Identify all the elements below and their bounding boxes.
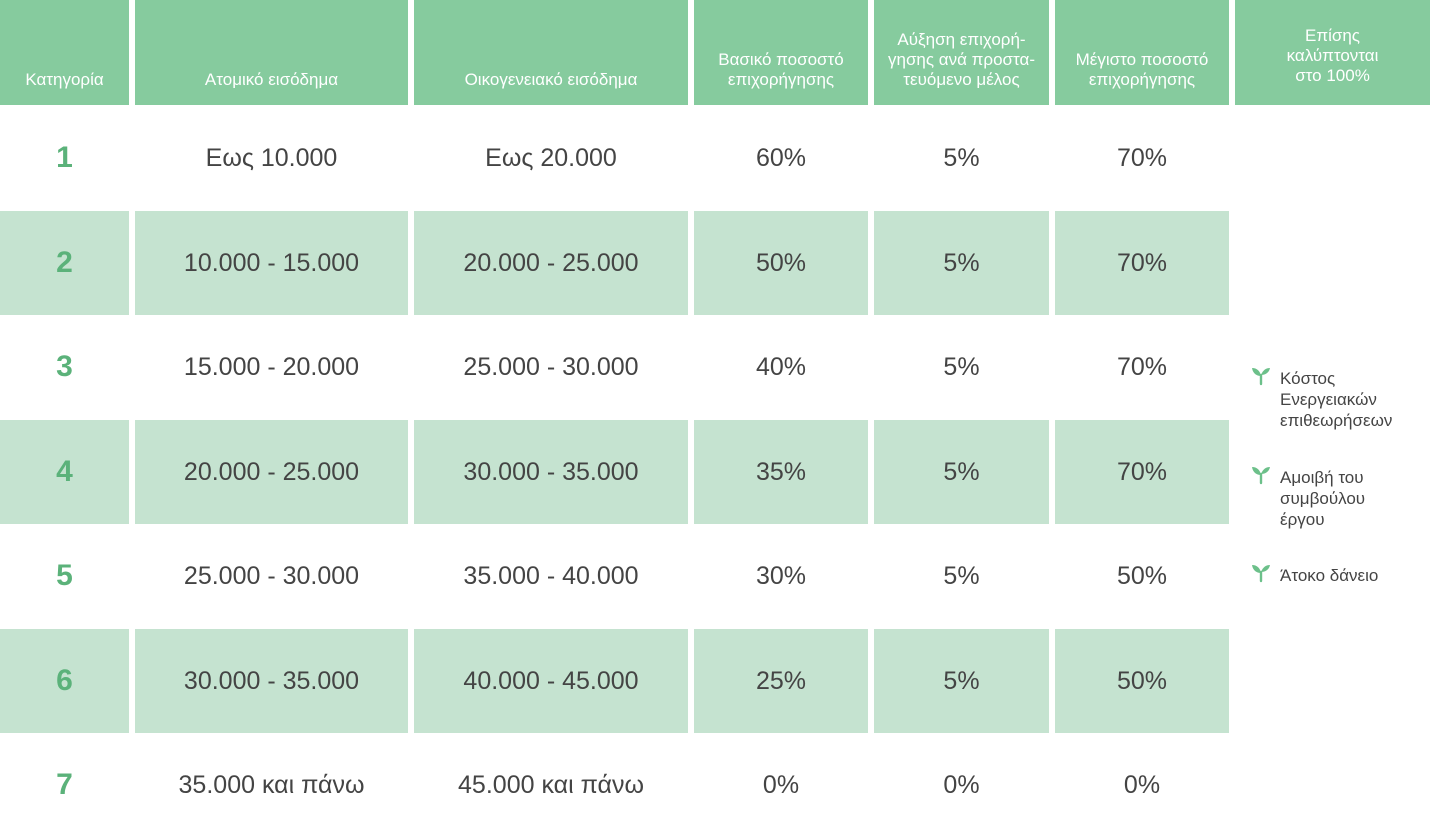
base-rate-cell: 30% <box>694 524 868 628</box>
base-rate-cell: 40% <box>694 315 868 419</box>
family-income-cell: 40.000 - 45.000 <box>414 629 688 733</box>
individual-income-cell: 10.000 - 15.000 <box>135 211 408 315</box>
benefit-label: Άτοκο δάνειο <box>1280 566 1379 585</box>
individual-income-cell: 20.000 - 25.000 <box>135 420 408 524</box>
header-category: Κατηγορία <box>0 0 129 105</box>
max-rate-cell: 0% <box>1055 733 1229 836</box>
category-cell: 3 <box>0 315 129 419</box>
category-cell: 7 <box>0 733 129 836</box>
increase-per-dependent-cell: 5% <box>874 524 1049 628</box>
base-rate-cell: 35% <box>694 420 868 524</box>
family-income-cell: 20.000 - 25.000 <box>414 211 688 315</box>
individual-income-cell: 35.000 και πάνω <box>135 733 408 836</box>
family-income-cell: 25.000 - 30.000 <box>414 315 688 419</box>
benefit-label: Αμοιβή του συμβούλου έργου <box>1280 468 1366 529</box>
sprout-icon <box>1252 467 1270 485</box>
benefit-label: Κόστος Ενεργειακών επιθεωρήσεων <box>1280 369 1393 430</box>
individual-income-cell: 25.000 - 30.000 <box>135 524 408 628</box>
individual-income-cell: Εως 10.000 <box>135 106 408 210</box>
family-income-cell: Εως 20.000 <box>414 106 688 210</box>
benefit-item: Άτοκο δάνειο <box>1250 565 1425 586</box>
category-cell: 4 <box>0 420 129 524</box>
category-cell: 5 <box>0 524 129 628</box>
category-cell: 2 <box>0 211 129 315</box>
base-rate-cell: 0% <box>694 733 868 836</box>
sprout-icon <box>1252 565 1270 583</box>
increase-per-dependent-cell: 5% <box>874 629 1049 733</box>
max-rate-cell: 50% <box>1055 629 1229 733</box>
sprout-icon <box>1252 368 1270 386</box>
base-rate-cell: 25% <box>694 629 868 733</box>
increase-per-dependent-cell: 5% <box>874 315 1049 419</box>
base-rate-cell: 50% <box>694 211 868 315</box>
max-rate-cell: 70% <box>1055 420 1229 524</box>
category-cell: 1 <box>0 106 129 210</box>
header-also-covered: Επίσης καλύπτονται στο 100% <box>1235 0 1430 105</box>
header-individual-income: Ατομικό εισόδημα <box>135 0 408 105</box>
family-income-cell: 30.000 - 35.000 <box>414 420 688 524</box>
header-max-rate: Μέγιστο ποσοστό επιχορήγησης <box>1055 0 1229 105</box>
header-family-income: Οικογενειακό εισόδημα <box>414 0 688 105</box>
max-rate-cell: 70% <box>1055 315 1229 419</box>
benefit-item: Αμοιβή του συμβούλου έργου <box>1250 467 1425 530</box>
max-rate-cell: 70% <box>1055 106 1229 210</box>
category-cell: 6 <box>0 629 129 733</box>
family-income-cell: 35.000 - 40.000 <box>414 524 688 628</box>
header-base-rate: Βασικό ποσοστό επιχορήγησης <box>694 0 868 105</box>
increase-per-dependent-cell: 5% <box>874 106 1049 210</box>
max-rate-cell: 70% <box>1055 211 1229 315</box>
increase-per-dependent-cell: 5% <box>874 420 1049 524</box>
increase-per-dependent-cell: 0% <box>874 733 1049 836</box>
max-rate-cell: 50% <box>1055 524 1229 628</box>
individual-income-cell: 30.000 - 35.000 <box>135 629 408 733</box>
header-increase-per-dependent: Αύξηση επιχορή- γησης ανά προστα- τευόμε… <box>874 0 1049 105</box>
increase-per-dependent-cell: 5% <box>874 211 1049 315</box>
benefit-item: Κόστος Ενεργειακών επιθεωρήσεων <box>1250 368 1425 431</box>
family-income-cell: 45.000 και πάνω <box>414 733 688 836</box>
base-rate-cell: 60% <box>694 106 868 210</box>
individual-income-cell: 15.000 - 20.000 <box>135 315 408 419</box>
